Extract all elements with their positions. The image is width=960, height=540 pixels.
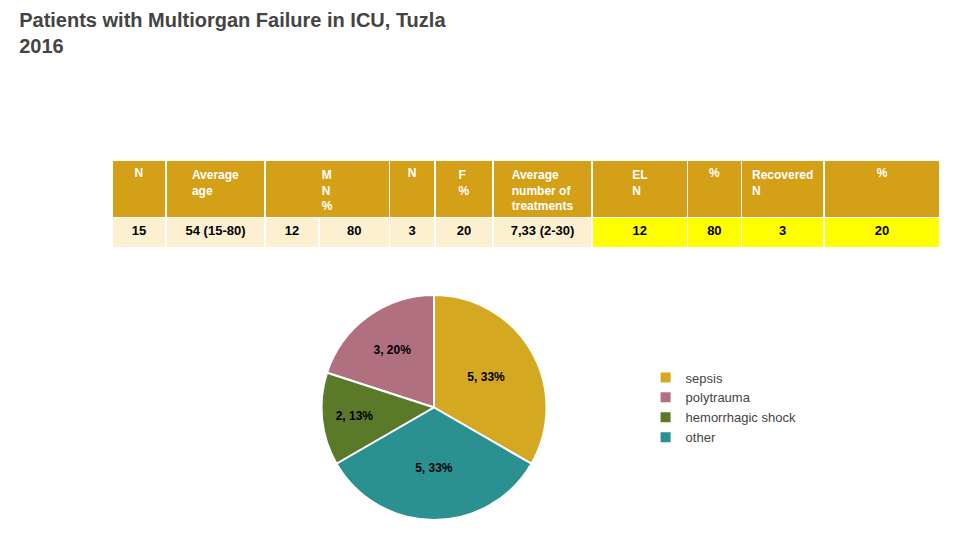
svg-text:sepsis: sepsis (686, 371, 723, 386)
svg-text:N: N (135, 166, 144, 180)
svg-text:80: 80 (707, 223, 721, 238)
svg-text:Averageage: Averageage (192, 168, 239, 198)
svg-text:other: other (686, 430, 716, 445)
svg-text:3: 3 (409, 223, 416, 238)
svg-text:12: 12 (633, 223, 647, 238)
svg-text:5, 33%: 5, 33% (415, 461, 453, 475)
svg-text:ELN: ELN (632, 168, 647, 198)
svg-text:20: 20 (875, 223, 889, 238)
svg-text:hemorrhagic shock: hemorrhagic shock (686, 410, 796, 425)
svg-text:N: N (408, 166, 417, 180)
svg-text:54 (15-80): 54 (15-80) (186, 223, 246, 238)
svg-text:Patients with Multiorgan Failu: Patients with Multiorgan Failure in ICU,… (19, 9, 446, 57)
svg-text:F%: F% (458, 168, 469, 198)
svg-text:2, 13%: 2, 13% (336, 409, 374, 423)
svg-text:3: 3 (779, 223, 786, 238)
svg-text:Averagenumber oftreatments: Averagenumber oftreatments (512, 168, 574, 213)
svg-text:%: % (877, 166, 888, 180)
svg-text:%: % (709, 166, 720, 180)
svg-text:15: 15 (132, 223, 146, 238)
svg-text:MN%: MN% (322, 168, 333, 213)
svg-text:3, 20%: 3, 20% (374, 343, 412, 357)
svg-text:80: 80 (347, 223, 361, 238)
svg-text:7,33 (2-30): 7,33 (2-30) (511, 223, 575, 238)
svg-text:RecoveredN: RecoveredN (752, 168, 813, 198)
svg-text:5, 33%: 5, 33% (467, 370, 505, 384)
svg-text:polytrauma: polytrauma (686, 390, 751, 405)
svg-text:12: 12 (285, 223, 299, 238)
svg-text:20: 20 (457, 223, 471, 238)
